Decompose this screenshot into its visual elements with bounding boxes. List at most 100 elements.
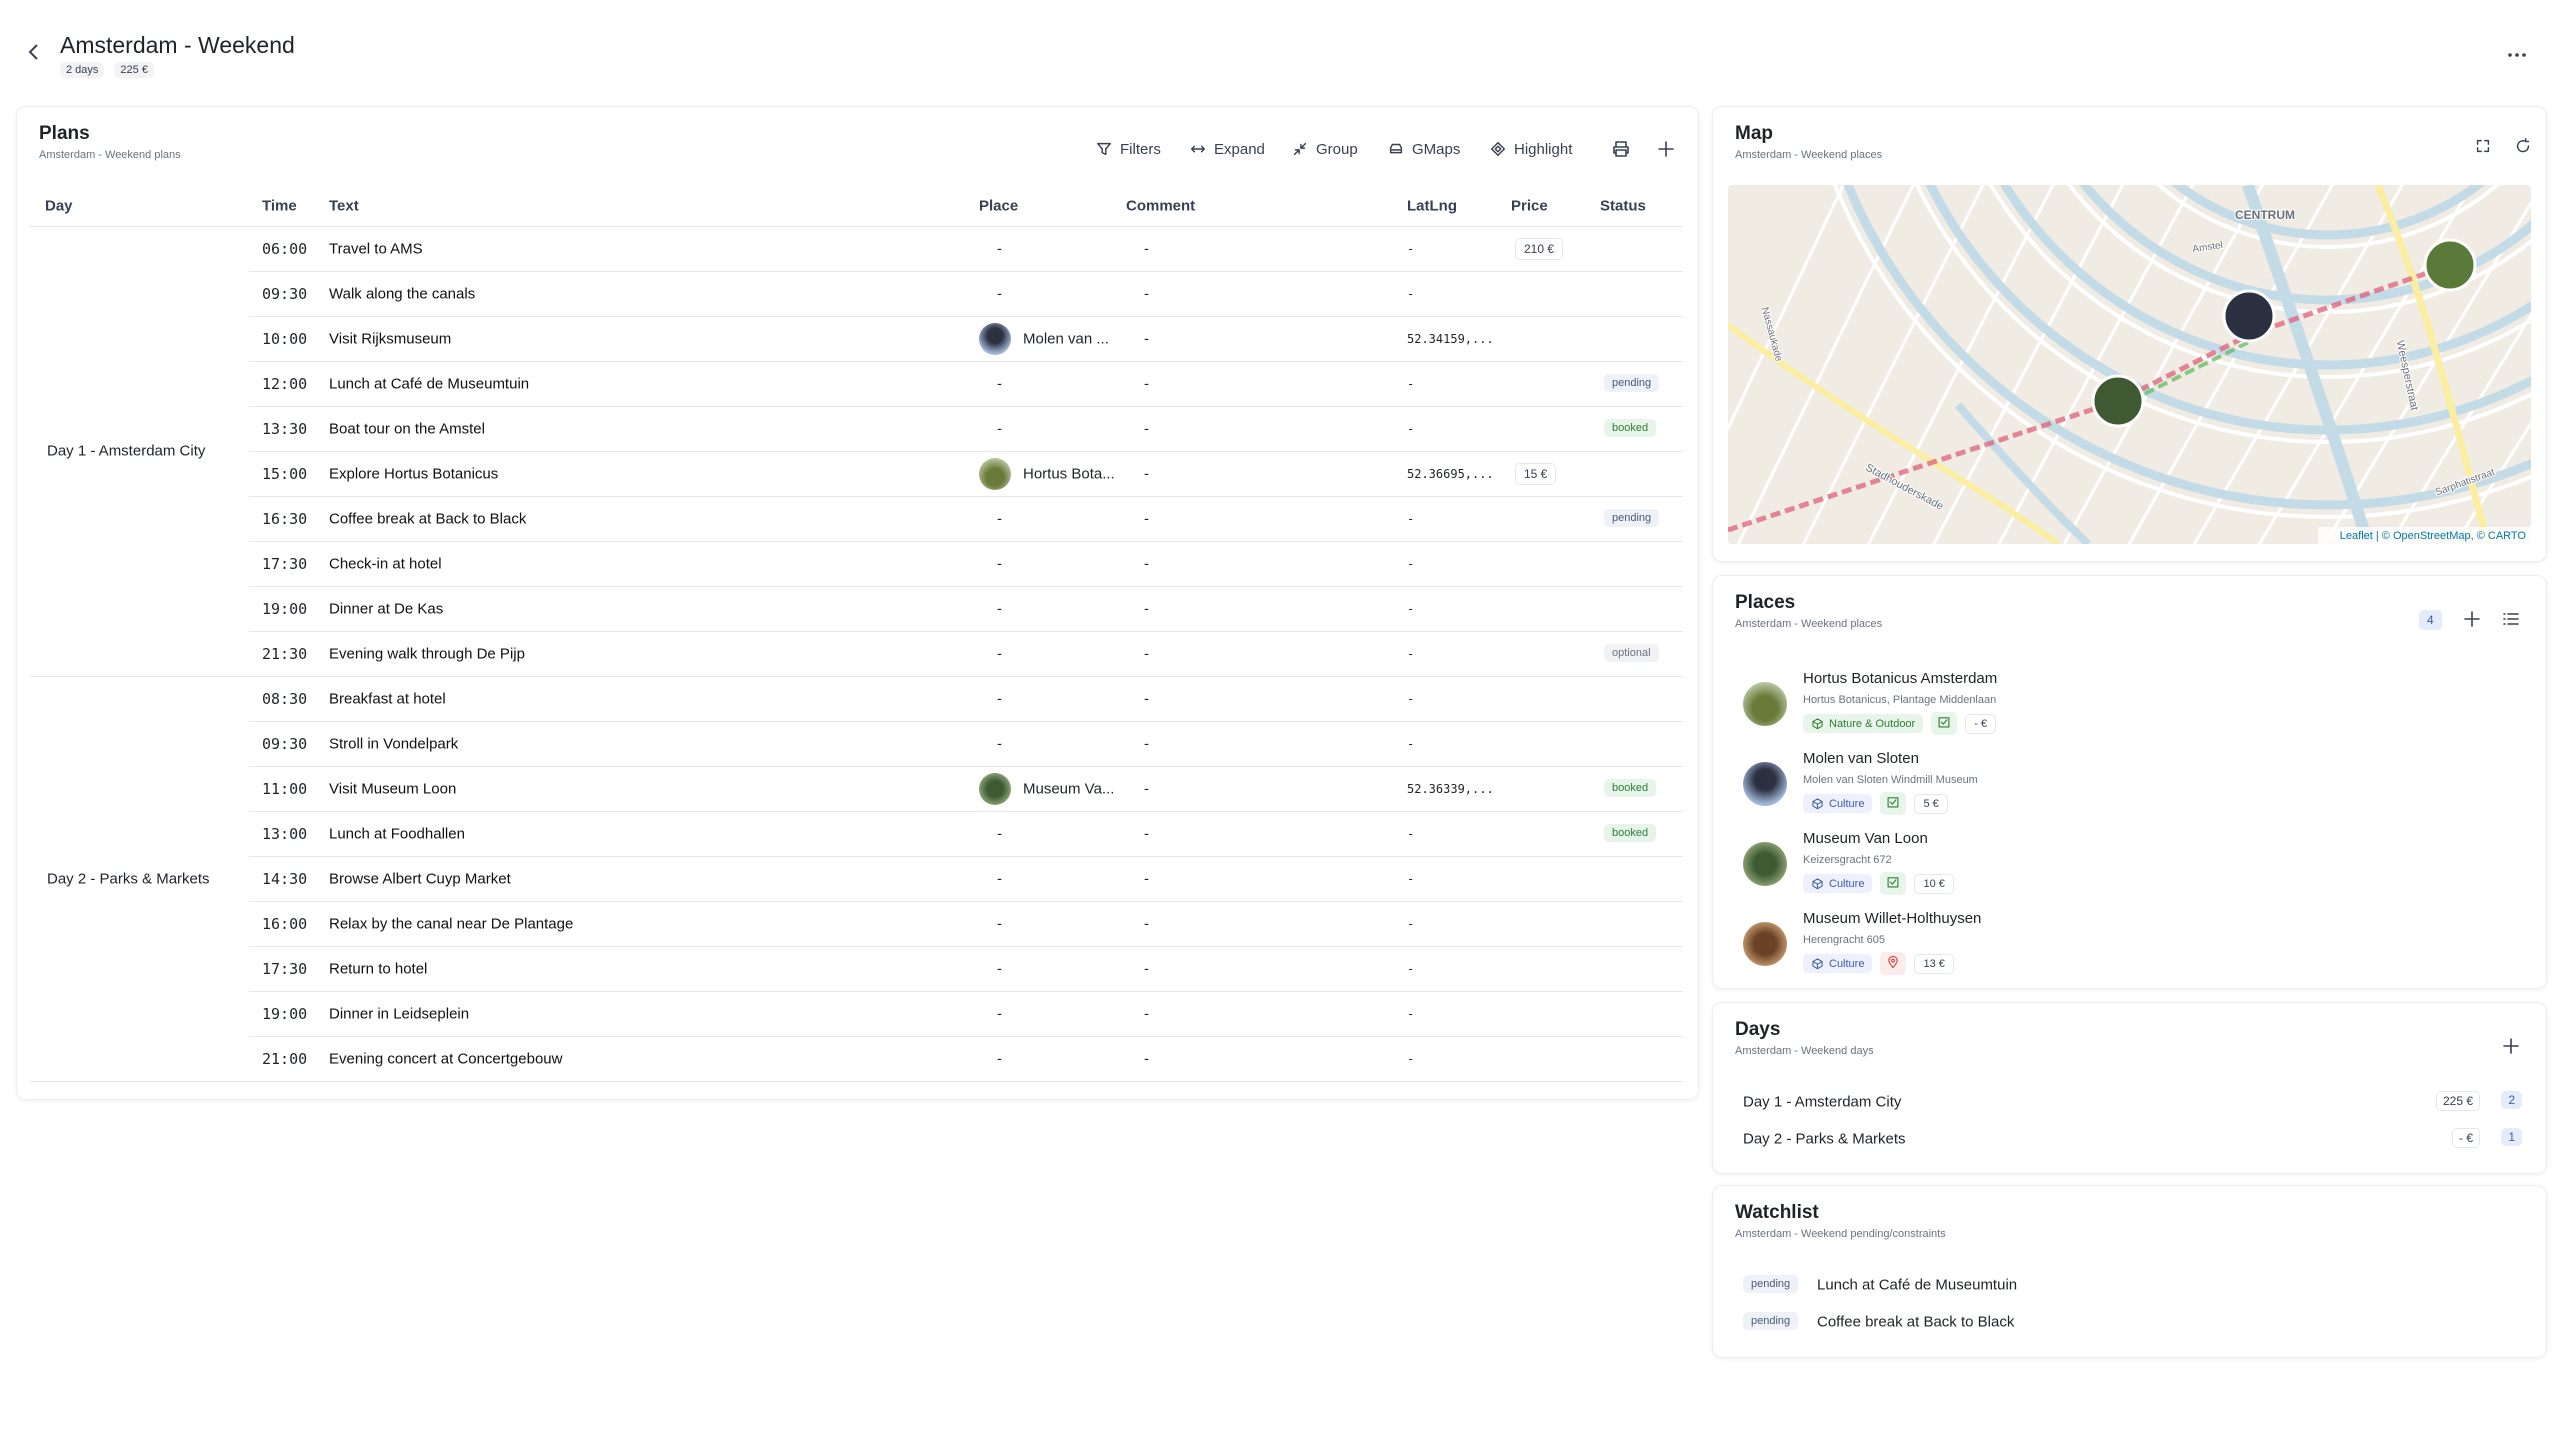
category-icon bbox=[1812, 718, 1823, 730]
column-header: Day bbox=[45, 197, 73, 215]
text-cell: Relax by the canal near De Plantage bbox=[329, 915, 574, 932]
toolbar-label: Group bbox=[1316, 140, 1358, 158]
watch-text: Coffee break at Back to Black bbox=[1817, 1313, 2015, 1331]
column-header: Place bbox=[979, 197, 1019, 215]
watch-status: pending bbox=[1743, 1275, 1799, 1293]
row-border bbox=[249, 856, 1683, 857]
category-label: Culture bbox=[1829, 957, 1865, 970]
row-border bbox=[249, 361, 1683, 362]
time-cell: 14:30 bbox=[262, 869, 308, 888]
fullscreen-button[interactable] bbox=[2474, 137, 2492, 155]
time-cell: 21:30 bbox=[262, 644, 308, 663]
list-button[interactable] bbox=[2501, 609, 2521, 629]
category-badge: Culture bbox=[1803, 954, 1873, 973]
latlng-cell: - bbox=[1407, 961, 1415, 976]
card-title: Map bbox=[1735, 123, 1773, 144]
row-border bbox=[30, 676, 1683, 677]
refresh-button[interactable] bbox=[2514, 137, 2532, 155]
comment-cell: - bbox=[1144, 870, 1149, 887]
time-cell: 09:30 bbox=[262, 284, 308, 303]
watch-status: pending bbox=[1743, 1312, 1799, 1330]
street bbox=[1728, 185, 1845, 432]
row-border bbox=[249, 496, 1683, 497]
header-border bbox=[30, 226, 1683, 227]
main-road bbox=[1728, 322, 2060, 544]
place-thumbnail bbox=[1743, 762, 1787, 806]
place-cell: - bbox=[997, 690, 1002, 707]
time-cell: 08:30 bbox=[262, 689, 308, 708]
street bbox=[1833, 185, 2531, 519]
place-address: Molen van Sloten Windmill Museum bbox=[1803, 774, 1978, 786]
latlng-cell: - bbox=[1407, 601, 1415, 616]
category-badge: Culture bbox=[1803, 794, 1873, 813]
place-tags: Culture 5 € bbox=[1803, 792, 1948, 815]
place-cell: - bbox=[997, 600, 1002, 617]
toolbar-label: GMaps bbox=[1412, 140, 1461, 158]
add-plan-button[interactable] bbox=[1656, 139, 1676, 159]
place-cell: Hortus Bota... bbox=[1023, 465, 1115, 482]
status-icon bbox=[1931, 712, 1958, 735]
row-border bbox=[249, 451, 1683, 452]
header-badge: 2 days bbox=[60, 62, 105, 78]
toolbar-button[interactable]: Filters bbox=[1095, 140, 1161, 158]
toolbar-label: Highlight bbox=[1514, 140, 1573, 158]
row-border bbox=[249, 901, 1683, 902]
row-border bbox=[249, 991, 1683, 992]
price-badge: 13 € bbox=[1914, 953, 1954, 974]
time-cell: 16:30 bbox=[262, 509, 308, 528]
toolbar-button[interactable]: Expand bbox=[1189, 140, 1265, 158]
latlng-cell: - bbox=[1407, 1051, 1415, 1066]
time-cell: 09:30 bbox=[262, 734, 308, 753]
comment-cell: - bbox=[1144, 375, 1149, 392]
place-cell: - bbox=[997, 645, 1002, 662]
text-cell: Evening concert at Concertgebouw bbox=[329, 1050, 563, 1067]
toolbar-label: Filters bbox=[1120, 140, 1161, 158]
place-cell: - bbox=[997, 555, 1002, 572]
canal bbox=[2170, 185, 2486, 240]
place-thumbnail bbox=[979, 772, 1011, 805]
comment-cell: - bbox=[1144, 465, 1149, 482]
comment-cell: - bbox=[1144, 915, 1149, 932]
place-tags: Nature & Outdoor - € bbox=[1803, 712, 1997, 735]
toolbar-button[interactable]: Group bbox=[1291, 140, 1358, 158]
status-glyph bbox=[1888, 955, 1899, 969]
toolbar-button[interactable]: GMaps bbox=[1387, 140, 1460, 158]
print-button[interactable] bbox=[1611, 139, 1631, 159]
street bbox=[1736, 185, 1915, 544]
place-name: Molen van Sloten bbox=[1803, 750, 1919, 767]
row-border bbox=[30, 1081, 1683, 1082]
street bbox=[1801, 185, 1985, 544]
map-attribution: Leaflet | © OpenStreetMap, © CARTO bbox=[2340, 530, 2527, 542]
latlng-cell: - bbox=[1407, 1006, 1415, 1021]
comment-cell: - bbox=[1144, 240, 1149, 257]
map-view[interactable]: CENTRUMNassaukadeStadhouderskadeWeespers… bbox=[1728, 185, 2531, 544]
place-thumbnail bbox=[1743, 842, 1787, 886]
card-title: Watchlist bbox=[1735, 1202, 1819, 1223]
latlng-cell: - bbox=[1407, 871, 1415, 886]
category-badge: Nature & Outdoor bbox=[1803, 714, 1924, 733]
status-badge: booked bbox=[1604, 823, 1657, 842]
text-cell: Visit Museum Loon bbox=[329, 780, 457, 797]
time-cell: 13:30 bbox=[262, 419, 308, 438]
add-day-button[interactable] bbox=[2501, 1036, 2521, 1056]
card-title: Places bbox=[1735, 592, 1796, 613]
time-cell: 10:00 bbox=[262, 329, 308, 348]
canal bbox=[2078, 185, 2531, 305]
row-border bbox=[249, 811, 1683, 812]
add-place-button[interactable] bbox=[2462, 609, 2482, 629]
text-cell: Walk along the canals bbox=[329, 285, 476, 302]
place-address: Hortus Botanicus, Plantage Middenlaan bbox=[1803, 694, 1997, 706]
latlng-cell: - bbox=[1407, 916, 1415, 931]
toolbar-button[interactable]: Highlight bbox=[1489, 140, 1572, 158]
more-button[interactable] bbox=[2505, 47, 2529, 63]
text-cell: Check-in at hotel bbox=[329, 555, 442, 572]
text-cell: Return to hotel bbox=[329, 960, 428, 977]
time-cell: 17:30 bbox=[262, 554, 308, 573]
status-badge: booked bbox=[1604, 418, 1657, 437]
plans-card: Plans Amsterdam - Weekend plans Filters Exp… bbox=[16, 106, 1699, 1100]
time-cell: 19:00 bbox=[262, 1004, 308, 1023]
column-header: Time bbox=[262, 197, 297, 215]
toolbar-icon bbox=[1190, 145, 1206, 153]
back-button[interactable] bbox=[24, 42, 44, 62]
row-border bbox=[249, 586, 1683, 587]
